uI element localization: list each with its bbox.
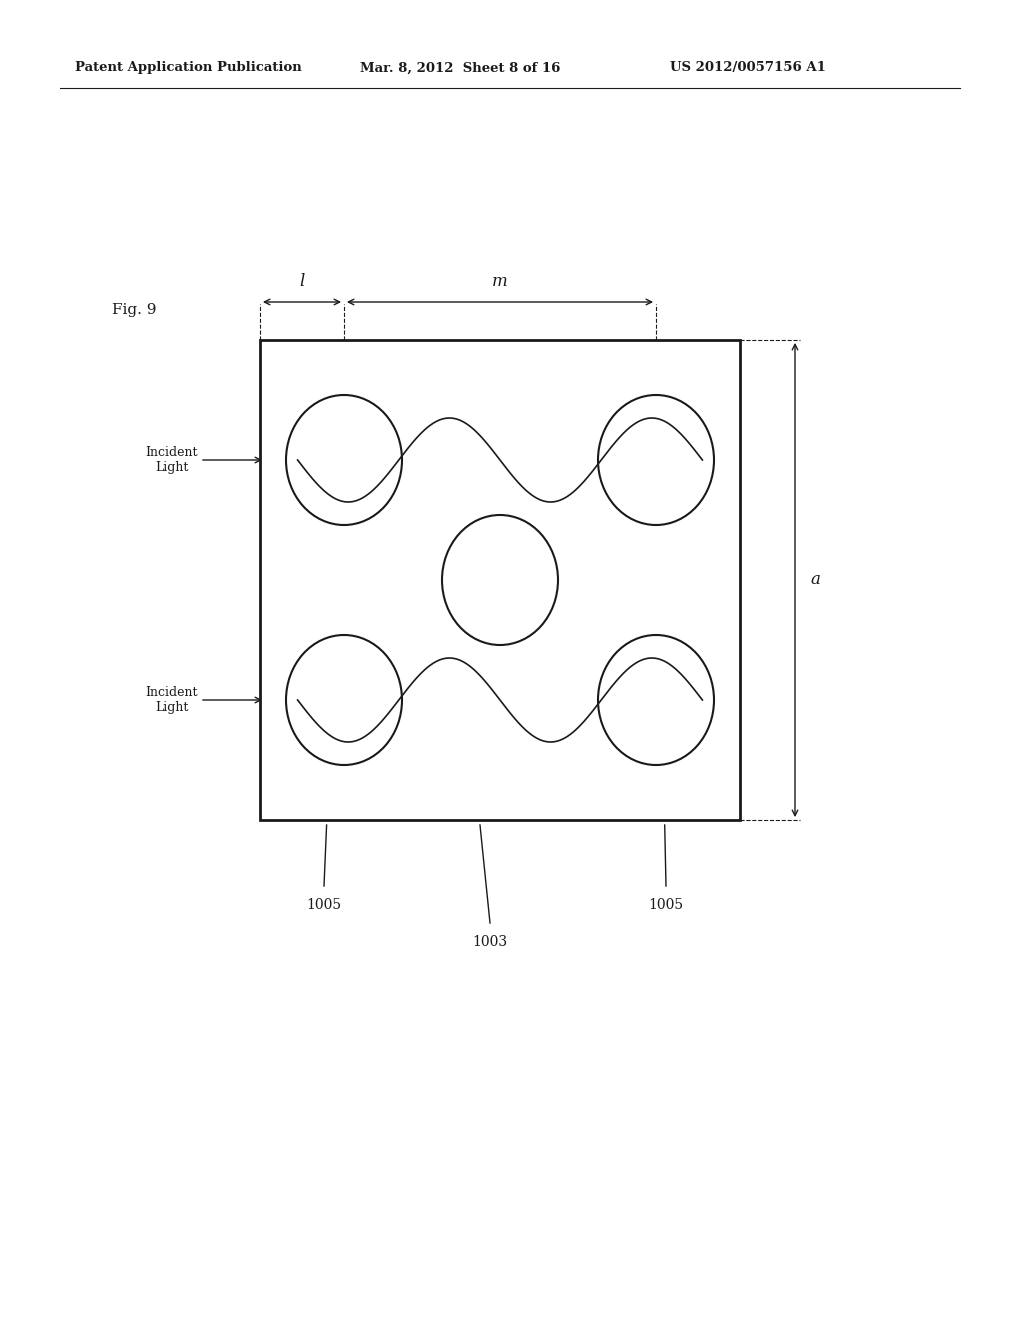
Text: Mar. 8, 2012  Sheet 8 of 16: Mar. 8, 2012 Sheet 8 of 16: [360, 62, 560, 74]
Text: 1005: 1005: [306, 898, 342, 912]
Ellipse shape: [598, 395, 714, 525]
Text: Incident
Light: Incident Light: [145, 686, 199, 714]
Bar: [260, 341, 740, 820]
Ellipse shape: [286, 395, 402, 525]
Ellipse shape: [598, 635, 714, 766]
Text: m: m: [493, 273, 508, 290]
Text: Incident
Light: Incident Light: [145, 446, 199, 474]
Text: 1003: 1003: [472, 935, 508, 949]
Text: US 2012/0057156 A1: US 2012/0057156 A1: [670, 62, 826, 74]
Text: Fig. 9: Fig. 9: [112, 304, 157, 317]
Text: Patent Application Publication: Patent Application Publication: [75, 62, 302, 74]
Text: l: l: [299, 273, 305, 290]
Text: a: a: [810, 572, 820, 589]
Ellipse shape: [286, 635, 402, 766]
Text: 1005: 1005: [648, 898, 684, 912]
Ellipse shape: [442, 515, 558, 645]
